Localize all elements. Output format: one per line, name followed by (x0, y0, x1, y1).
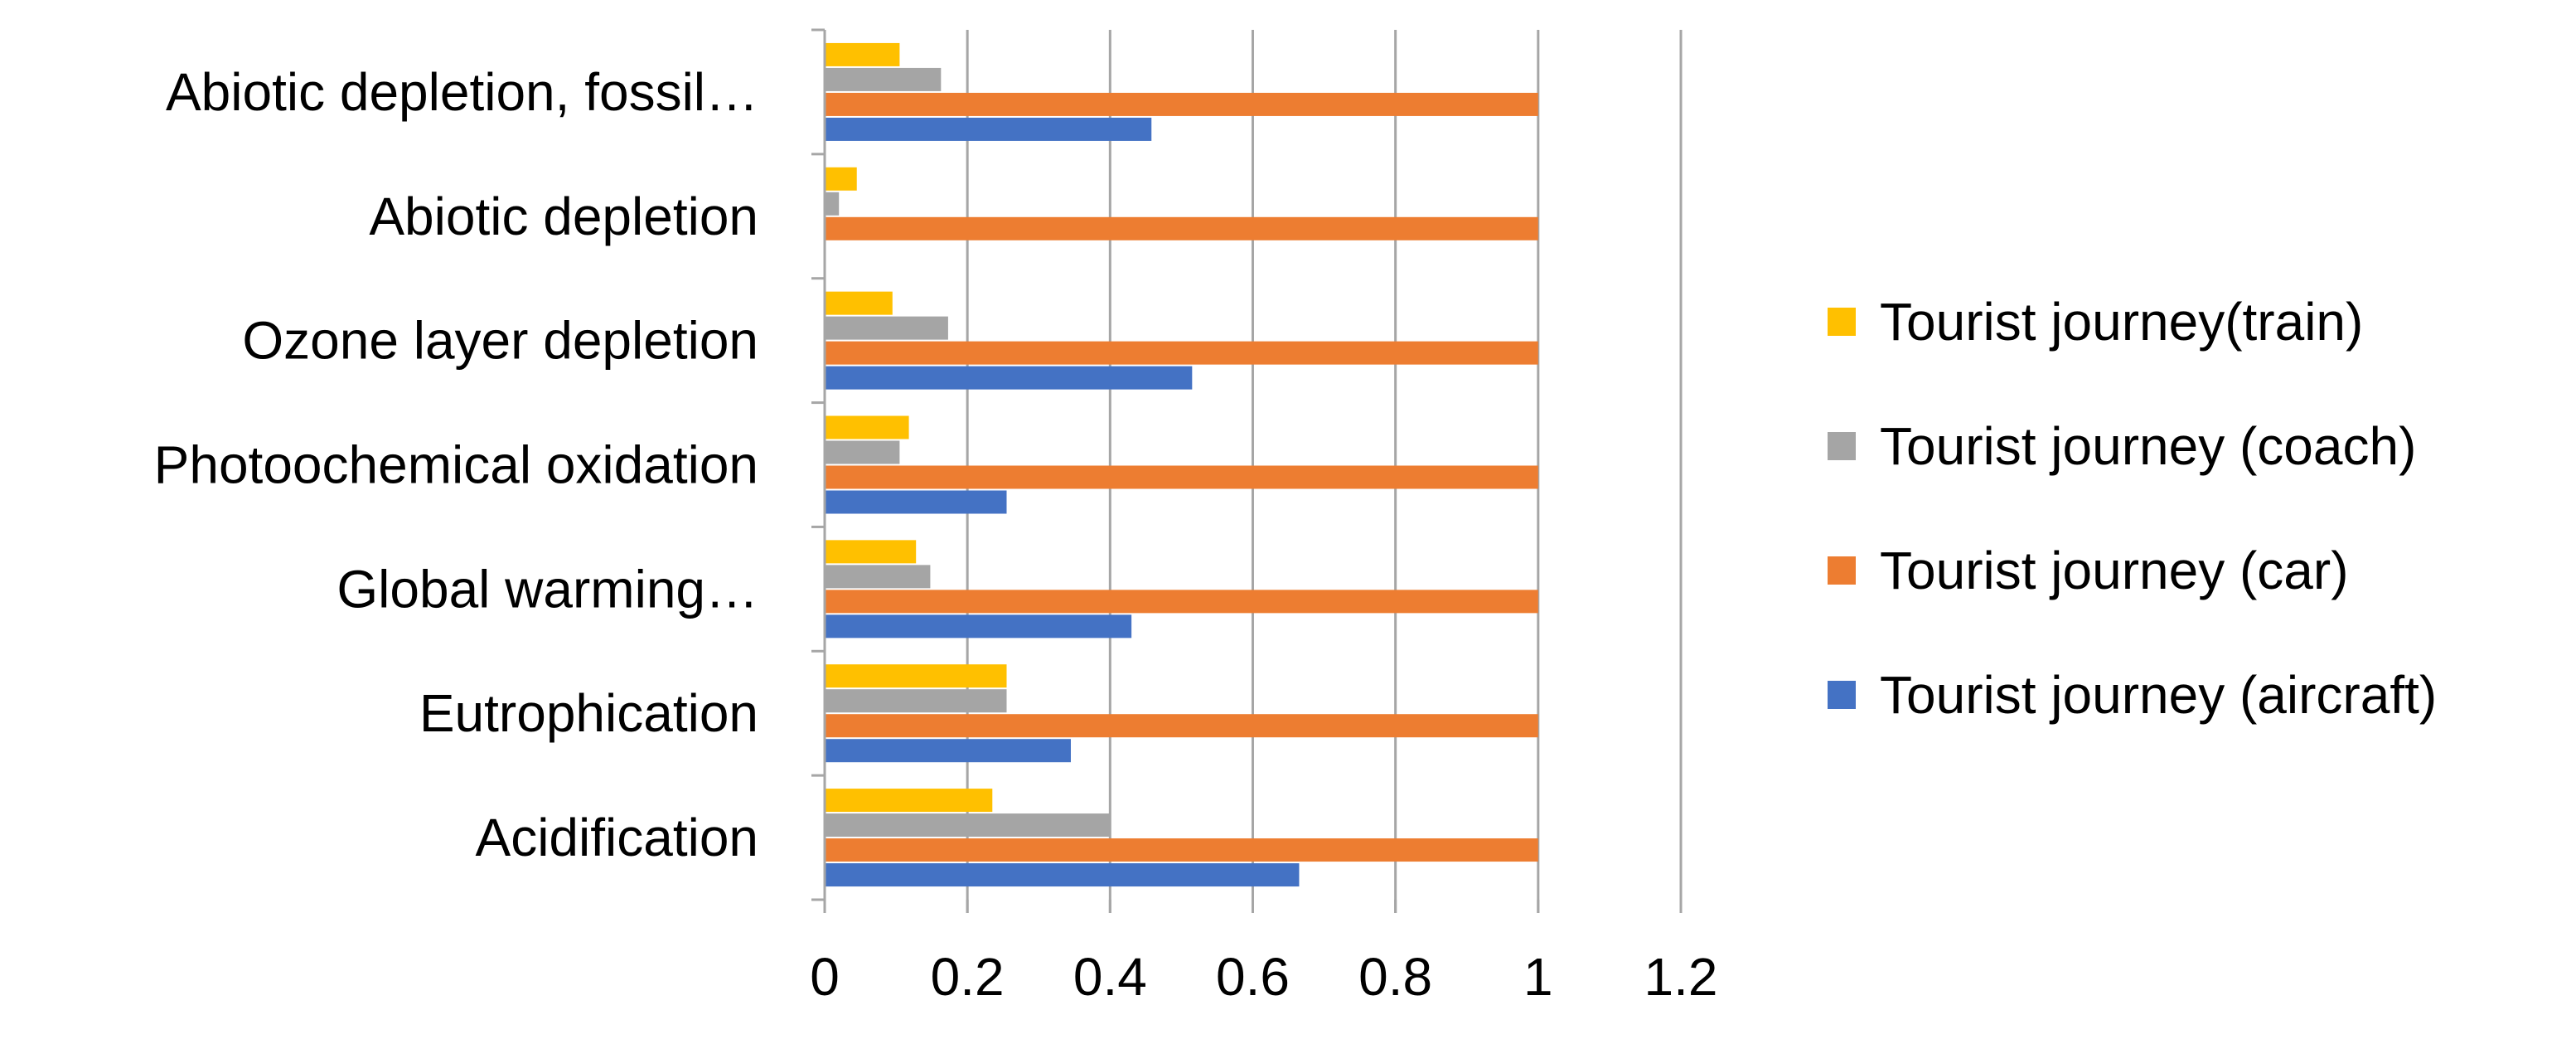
category-label: Abiotic depletion (369, 187, 758, 246)
bar (825, 739, 1071, 763)
category-label: Ozone layer depletion (242, 311, 758, 371)
axes (811, 28, 1683, 913)
bar (825, 216, 1538, 240)
x-tick-label: 0 (810, 947, 840, 1007)
labels: Acidification Eutrophication Global warmin… (154, 62, 1718, 1007)
bar (825, 42, 900, 66)
legend-label: Tourist journey (aircraft) (1880, 665, 2437, 725)
bar (825, 714, 1538, 738)
bars (825, 42, 1538, 887)
bar (825, 341, 1538, 365)
bar (825, 590, 1538, 614)
bar (825, 117, 1152, 141)
bar (825, 614, 1132, 638)
legend-marker (1828, 308, 1856, 336)
bar (825, 813, 1111, 838)
bar (825, 316, 948, 340)
category-label: Photoochemical oxidation (154, 435, 758, 495)
bar (825, 167, 857, 191)
bar (825, 490, 1007, 514)
legend-label: Tourist journey(train) (1880, 292, 2363, 352)
legend-marker (1828, 432, 1856, 460)
bar (825, 863, 1300, 887)
bar (825, 789, 993, 813)
legend-label: Tourist journey (car) (1880, 541, 2349, 600)
bar (825, 540, 917, 564)
bar (825, 291, 893, 315)
category-label: Global warming… (337, 559, 758, 619)
category-label: Eutrophication (419, 683, 758, 743)
category-label: Acidification (476, 808, 759, 867)
bar (825, 415, 909, 439)
x-tick-label: 1 (1523, 947, 1553, 1007)
bar (825, 192, 840, 216)
x-tick-label: 0.4 (1073, 947, 1147, 1007)
legend-marker (1828, 681, 1856, 709)
bar (825, 67, 942, 91)
bar (825, 664, 1007, 688)
category-label: Abiotic depletion, fossil… (166, 62, 758, 122)
bar (825, 366, 1193, 390)
x-tick-label: 0.8 (1358, 947, 1432, 1007)
bar (825, 465, 1538, 489)
bar (825, 565, 931, 589)
legend: Tourist journey(train) Tourist journey (c… (1828, 292, 2437, 725)
x-tick-label: 0.2 (931, 947, 1005, 1007)
x-tick-label: 0.6 (1216, 947, 1290, 1007)
legend-label: Tourist journey (coach) (1880, 416, 2416, 476)
bar (825, 440, 900, 464)
bar (825, 92, 1538, 116)
bar (825, 689, 1007, 713)
bar (825, 838, 1538, 862)
legend-marker (1828, 556, 1856, 585)
x-tick-label: 1.2 (1644, 947, 1718, 1007)
